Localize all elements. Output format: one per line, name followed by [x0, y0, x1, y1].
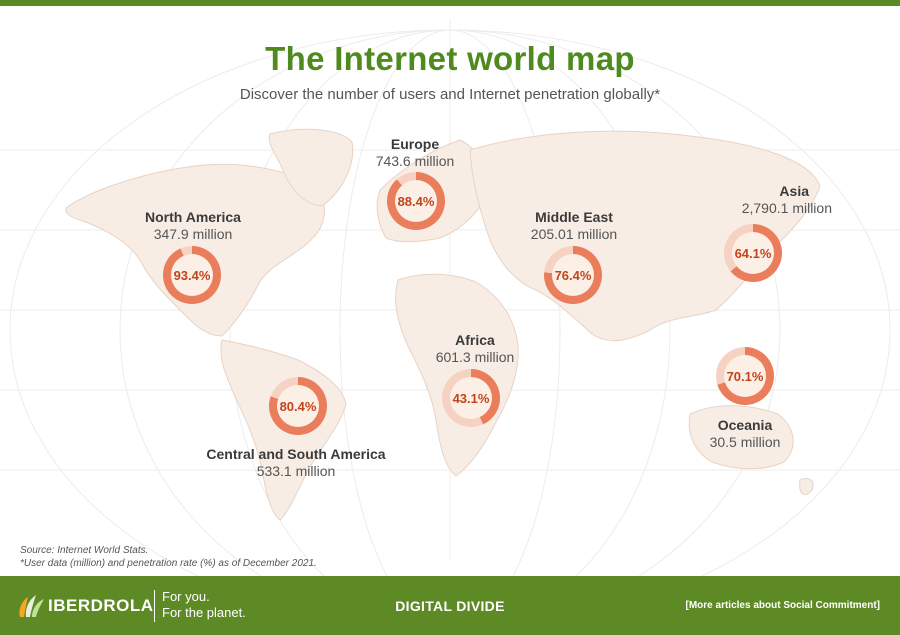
- region-users: 601.3 million: [435, 349, 515, 365]
- tagline-line-1: For you.: [162, 589, 210, 604]
- region-users: 743.6 million: [375, 153, 455, 169]
- region-label-oceania: Oceania 30.5 million: [680, 417, 810, 451]
- footer-divider: [154, 590, 155, 622]
- page-title: The Internet world map: [265, 40, 635, 77]
- region-label-north-america: North America 347.9 million: [128, 209, 258, 243]
- page-subtitle: Discover the number of users and Interne…: [239, 86, 661, 103]
- penetration-ring: 64.1%: [724, 224, 782, 282]
- region-users: 2,790.1 million: [741, 200, 832, 216]
- new-zealand-shape: [799, 477, 814, 496]
- region-users: 205.01 million: [530, 226, 618, 242]
- region-users: 30.5 million: [709, 434, 781, 450]
- region-users: 347.9 million: [153, 226, 233, 242]
- footer-bar: IBERDROLA For you. For the planet. DIGIT…: [0, 576, 900, 635]
- penetration-value: 93.4%: [173, 267, 211, 283]
- more-articles-link[interactable]: [More articles about Social Commitment]: [685, 600, 880, 611]
- penetration-ring: 80.4%: [269, 377, 327, 435]
- brand-name: IBERDROLA: [48, 596, 154, 615]
- penetration-value: 80.4%: [279, 398, 317, 414]
- penetration-value: 43.1%: [452, 390, 490, 406]
- iberdrola-leaf-icon: [19, 595, 44, 617]
- penetration-ring: 88.4%: [387, 172, 445, 230]
- greenland-shape: [268, 128, 354, 207]
- region-label-central-south-america: Central and South America 533.1 million: [196, 446, 396, 480]
- penetration-ring: 43.1%: [442, 369, 500, 427]
- tagline-line-2: For the planet.: [162, 605, 246, 620]
- section-title: DIGITAL DIVIDE: [395, 598, 505, 614]
- region-name: North America: [145, 209, 241, 225]
- region-label-middle-east: Middle East 205.01 million: [509, 209, 639, 243]
- penetration-ring: 70.1%: [716, 347, 774, 405]
- region-name: Asia: [779, 183, 809, 199]
- region-name: Europe: [390, 136, 440, 152]
- penetration-ring: 76.4%: [544, 246, 602, 304]
- penetration-value: 88.4%: [397, 193, 435, 209]
- brand-tagline: For you. For the planet.: [162, 589, 246, 621]
- penetration-value: 70.1%: [726, 368, 764, 384]
- penetration-ring: 93.4%: [163, 246, 221, 304]
- footnote-text: *User data (million) and penetration rat…: [20, 558, 317, 569]
- penetration-value: 64.1%: [734, 245, 772, 261]
- region-users: 533.1 million: [256, 463, 336, 479]
- region-name: Central and South America: [206, 446, 386, 462]
- top-accent-bar: [0, 0, 900, 6]
- source-notes: Source: Internet World Stats. *User data…: [20, 544, 317, 570]
- region-label-asia: Asia 2,790.1 million: [692, 183, 832, 217]
- region-name: Oceania: [717, 417, 773, 433]
- region-label-europe: Europe 743.6 million: [350, 136, 480, 170]
- australia-shape: [688, 405, 794, 470]
- region-name: Africa: [455, 332, 495, 348]
- penetration-value: 76.4%: [554, 267, 592, 283]
- region-label-africa: Africa 601.3 million: [410, 332, 540, 366]
- region-name: Middle East: [535, 209, 613, 225]
- source-text: Source: Internet World Stats.: [20, 545, 149, 556]
